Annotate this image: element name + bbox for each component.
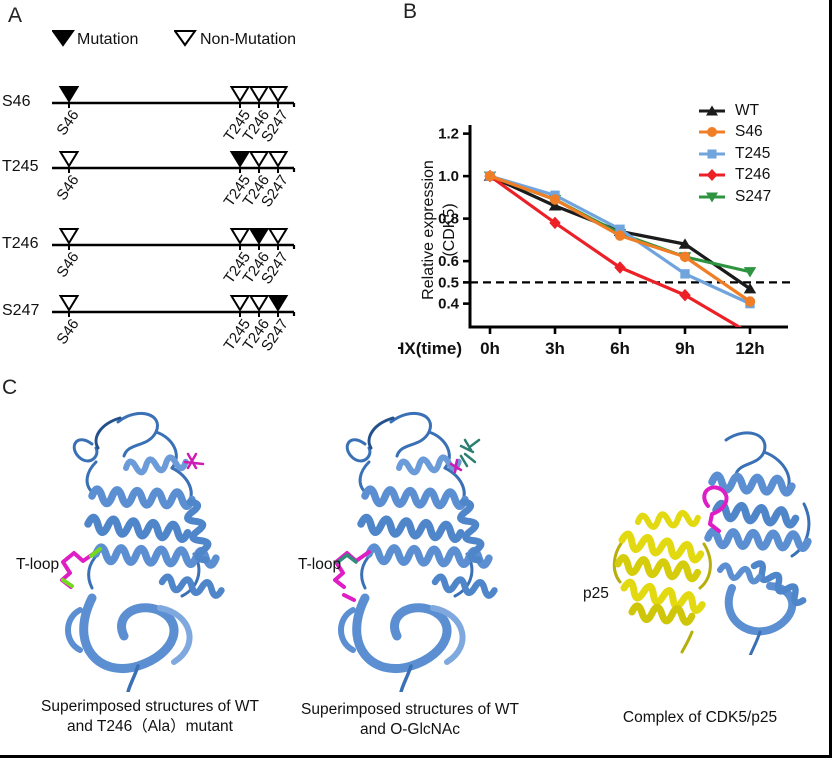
non-mutation-triangle-icon — [267, 228, 289, 245]
non-mutation-legend-label: Non-Mutation — [200, 31, 297, 48]
legend-label: T246 — [735, 166, 771, 184]
non-mutation-triangle-icon — [58, 228, 80, 245]
svg-text:1.2: 1.2 — [438, 126, 459, 143]
mutation-row-diagram — [52, 228, 296, 250]
mutation-row-t246: S46 T245 T246 S247 — [52, 214, 302, 304]
svg-text:1.0: 1.0 — [438, 168, 459, 185]
mutation-row-diagram — [52, 295, 296, 317]
caption-line: and O-GlcNAc — [360, 721, 460, 738]
p25-annotation: p25 — [583, 585, 609, 602]
panel-c-label: C — [2, 376, 18, 399]
mutation-triangle-icon — [52, 30, 75, 47]
caption-line: and T246（Ala）mutant — [66, 718, 233, 735]
panel-b-label: B — [403, 0, 418, 23]
caption-structure-1: Superimposed structures of WT and T246（A… — [25, 697, 275, 737]
row-label-t245: T245 — [2, 158, 39, 175]
legend-entry-s46: S46 — [697, 122, 771, 144]
legend-label: S247 — [735, 187, 772, 205]
t246-series-marker-icon — [699, 169, 725, 182]
non-mutation-triangle-icon — [248, 151, 270, 168]
mutation-row-t245: S46 T245 T246 S247 — [52, 137, 302, 227]
svg-text:3h: 3h — [545, 339, 565, 358]
caption-line: Superimposed structures of WT — [301, 701, 519, 718]
cdk5-decay-line-chart: 0.4 0.5 0.6 0.8 1.0 1.2 0h 3h 6h 9h 12h CHX(time) — [398, 125, 795, 358]
caption-structure-2: Superimposed structures of WT and O-GlcN… — [285, 700, 535, 740]
mutation-legend-label: Mutation — [77, 31, 139, 48]
svg-text:9h: 9h — [675, 339, 695, 358]
legend-entry-t245: T245 — [697, 143, 771, 165]
svg-text:0.8: 0.8 — [438, 211, 459, 228]
mutation-row-s247: S46 T245 T246 S247 — [52, 281, 302, 371]
site-label: S46 — [53, 249, 83, 281]
s247-series-marker-icon — [699, 192, 725, 203]
legend-entry-wt: WT — [697, 100, 771, 122]
non-mutation-triangle-icon — [58, 295, 80, 312]
svg-text:12h: 12h — [735, 339, 764, 358]
protein-structure-cdk5-p25-complex — [612, 431, 812, 655]
t-loop-annotation-1: T-loop — [16, 556, 60, 573]
non-mutation-triangle-icon — [58, 151, 80, 168]
svg-text:0.6: 0.6 — [438, 253, 459, 270]
mutation-triangle-icon — [248, 228, 270, 245]
legend-label: T245 — [735, 144, 771, 162]
mutation-triangle-icon — [52, 30, 75, 47]
protein-structure-wt-oglcnac — [333, 411, 498, 692]
site-label: S46 — [53, 316, 83, 348]
t-loop-annotation-2: T-loop — [298, 556, 342, 573]
legend-label: WT — [735, 101, 760, 119]
non-mutation-triangle-icon — [248, 295, 270, 312]
legend-label: S46 — [735, 123, 763, 141]
svg-text:CHX(time): CHX(time) — [398, 339, 462, 358]
legend-entry-t246: T246 — [697, 165, 771, 187]
row-label-s46: S46 — [2, 93, 31, 110]
legend-entry-s247: S247 — [697, 186, 771, 208]
caption-structure-3: Complex of CDK5/p25 — [575, 708, 825, 728]
row-label-s247: S247 — [2, 302, 40, 319]
svg-text:0.4: 0.4 — [438, 296, 460, 313]
non-mutation-triangle-icon — [267, 86, 289, 103]
caption-line: Complex of CDK5/p25 — [622, 709, 778, 726]
svg-text:6h: 6h — [610, 339, 630, 358]
non-mutation-triangle-icon — [174, 30, 197, 47]
non-mutation-triangle-icon — [229, 295, 251, 312]
row-label-t246: T246 — [2, 235, 39, 252]
t245-series-marker-icon — [699, 149, 725, 159]
chart-legend: WT S46 T245 T246 S247 — [697, 100, 771, 208]
mutation-triangle-icon — [267, 295, 289, 312]
non-mutation-triangle-icon — [229, 228, 251, 245]
wt-series-marker-icon — [699, 105, 725, 116]
panel-a-label: A — [8, 4, 23, 27]
svg-text:0h: 0h — [480, 339, 500, 358]
caption-line: Superimposed structures of WT — [41, 698, 259, 715]
svg-text:0.5: 0.5 — [438, 274, 459, 291]
mutation-row-diagram — [52, 151, 296, 173]
mutation-triangle-icon — [229, 151, 251, 168]
mutation-row-diagram — [52, 86, 296, 108]
non-mutation-triangle-icon — [248, 86, 270, 103]
site-label: S46 — [53, 172, 83, 204]
non-mutation-triangle-icon — [267, 151, 289, 168]
non-mutation-triangle-icon — [174, 30, 197, 47]
s46-series-marker-icon — [699, 127, 725, 138]
non-mutation-triangle-icon — [229, 86, 251, 103]
mutation-row-s46: S46 T245 T246 S247 — [52, 72, 302, 162]
protein-structure-wt-t246-mutant — [60, 411, 225, 692]
mutation-triangle-icon — [58, 86, 80, 103]
site-label: S46 — [53, 107, 83, 139]
